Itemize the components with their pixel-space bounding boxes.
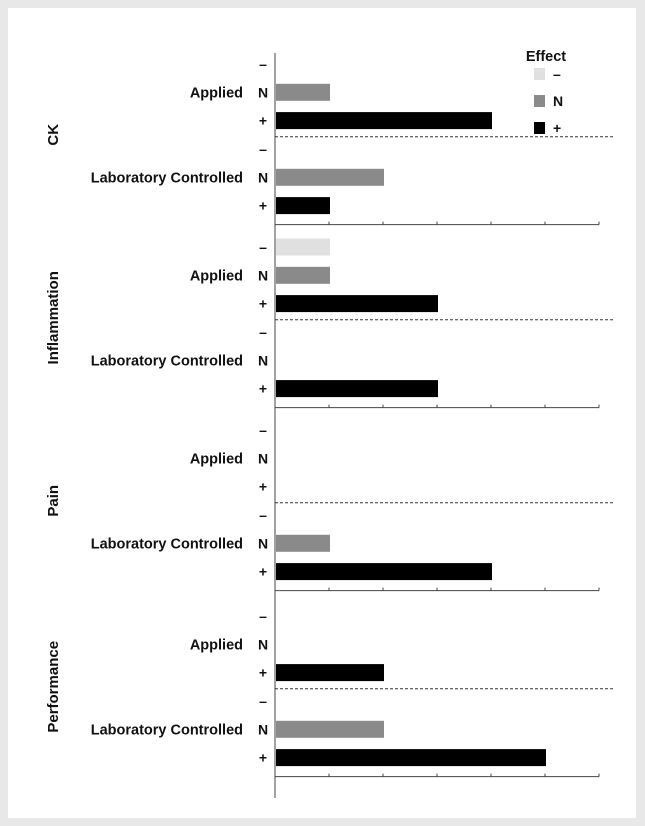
level-label-plus: + (259, 665, 267, 681)
effect-bar-chart: –N+Applied–N+Laboratory ControlledCK–N+A… (45, 49, 613, 798)
chart-frame: – N + Applied – N + Laboratory Controlled CK – N + A… (8, 8, 636, 818)
level-label-plus: + (259, 564, 267, 580)
bar-pain-lab-N (276, 534, 330, 552)
subgroup-label: Applied (190, 268, 243, 284)
legend-title: Effect (526, 49, 566, 65)
bar-inflammation-lab-plus (276, 380, 438, 398)
level-label-minus: – (259, 608, 267, 624)
bar-ck-applied-N (276, 83, 330, 101)
bar-performance-lab-N (276, 720, 384, 738)
level-label-minus: – (259, 56, 267, 72)
level-label-N: N (258, 535, 268, 551)
legend-label: – (553, 66, 561, 82)
subgroup-label: Applied (190, 85, 243, 101)
level-label-plus: + (259, 479, 267, 495)
level-label-plus: + (259, 113, 267, 129)
bar-ck-lab-plus (276, 197, 330, 215)
subgroup-label: Laboratory Controlled (91, 353, 243, 369)
subgroup-label: Applied (190, 451, 243, 467)
level-label-minus: – (259, 507, 267, 523)
bar-ck-lab-N (276, 168, 384, 186)
legend-label: N (553, 93, 563, 109)
level-label-plus: + (259, 198, 267, 214)
legend-swatch (534, 95, 545, 107)
subgroup-label: Applied (190, 637, 243, 653)
bar-pain-lab-plus (276, 563, 492, 581)
subgroup-label: Laboratory Controlled (91, 170, 243, 186)
level-label-plus: + (259, 750, 267, 766)
level-label-N: N (258, 352, 268, 368)
level-label-minus: – (259, 693, 267, 709)
bar-inflammation-applied-plus (276, 295, 438, 313)
level-label-plus: + (259, 296, 267, 312)
level-label-N: N (258, 84, 268, 100)
level-label-N: N (258, 721, 268, 737)
level-label-N: N (258, 450, 268, 466)
level-label-N: N (258, 169, 268, 185)
bar-inflammation-applied-N (276, 266, 330, 284)
bar-performance-lab-plus (276, 749, 546, 767)
bar-ck-applied-plus (276, 112, 492, 130)
group-label-inflammation: Inflammation (45, 271, 62, 364)
legend-swatch (534, 122, 545, 134)
level-label-minus: – (259, 239, 267, 255)
level-label-plus: + (259, 381, 267, 397)
group-label-pain: Pain (45, 485, 62, 517)
level-label-minus: – (259, 141, 267, 157)
level-label-minus: – (259, 422, 267, 438)
level-label-minus: – (259, 324, 267, 340)
subgroup-label: Laboratory Controlled (91, 722, 243, 738)
subgroup-label: Laboratory Controlled (91, 536, 243, 552)
level-label-N: N (258, 267, 268, 283)
group-label-ck: CK (45, 124, 62, 146)
level-label-N: N (258, 636, 268, 652)
bar-performance-applied-plus (276, 664, 384, 682)
bar-inflammation-applied-minus (276, 238, 330, 256)
legend-label: + (553, 120, 561, 136)
group-label-performance: Performance (45, 641, 62, 733)
legend-swatch (534, 68, 545, 80)
